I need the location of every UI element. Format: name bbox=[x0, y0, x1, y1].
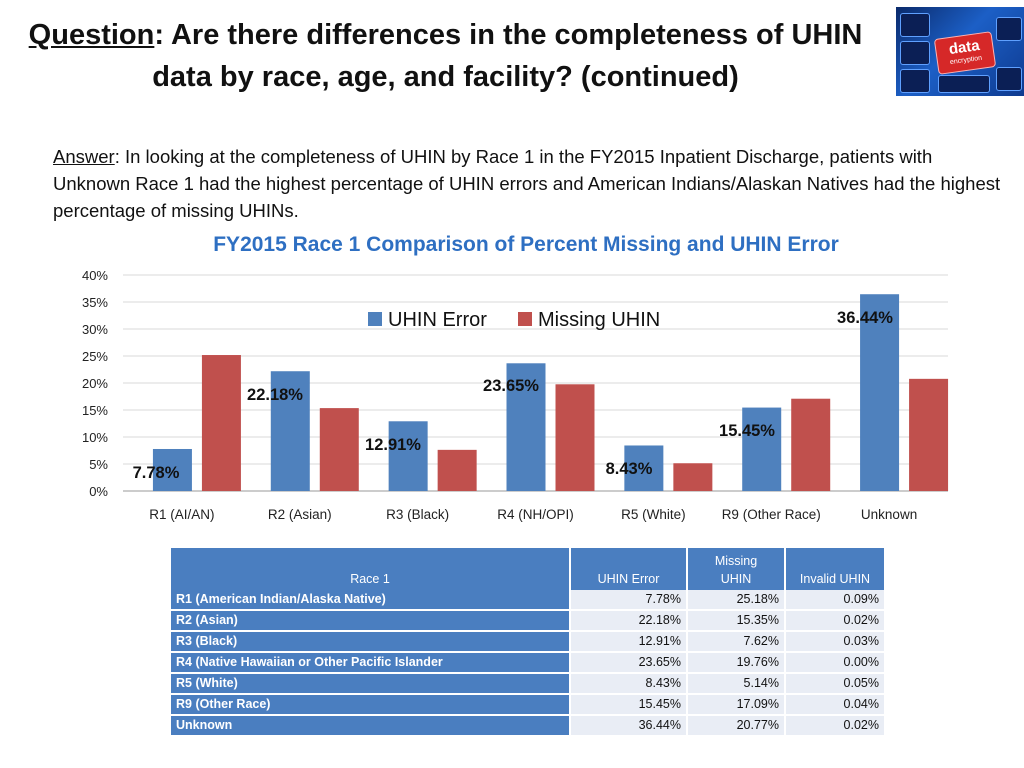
data-key: data encryption bbox=[933, 31, 997, 75]
y-tick-label: 35% bbox=[82, 295, 108, 310]
data-label: 22.18% bbox=[247, 386, 303, 404]
row-label: R2 (Asian) bbox=[171, 610, 571, 632]
legend-swatch bbox=[518, 312, 532, 326]
answer-paragraph: Answer: In looking at the completeness o… bbox=[53, 143, 1003, 224]
y-tick-label: 15% bbox=[82, 403, 108, 418]
bar-chart: 0% 5% 10% 15% 20% 25% 30% 35% 40% R1 (AI/AN) R2 (A… bbox=[82, 268, 949, 522]
row-uhin-error: 12.91% bbox=[570, 631, 688, 653]
y-tick-label: 5% bbox=[89, 457, 108, 472]
question-text: : Are there differences in the completen… bbox=[152, 19, 863, 93]
row-missing: 25.18% bbox=[687, 590, 786, 611]
data-label: 36.44% bbox=[837, 309, 893, 327]
row-invalid: 0.03% bbox=[785, 631, 884, 653]
header-invalid-uhin: Invalid UHIN bbox=[785, 548, 884, 590]
chart-title: FY2015 Race 1 Comparison of Percent Miss… bbox=[213, 233, 839, 256]
table-row: R3 (Black) 12.91% 7.62% 0.03% bbox=[171, 631, 884, 653]
bar bbox=[673, 463, 713, 491]
bar bbox=[909, 378, 949, 491]
row-uhin-error: 8.43% bbox=[570, 673, 688, 695]
header-missing-line1: Missing bbox=[714, 554, 758, 568]
row-invalid: 0.00% bbox=[785, 652, 884, 674]
bar bbox=[555, 384, 595, 491]
x-tick-label: R9 (Other Race) bbox=[722, 507, 821, 522]
table-row: Unknown 36.44% 20.77% 0.02% bbox=[171, 715, 884, 737]
data-table: Race 1 UHIN Error Missing UHIN Invalid U… bbox=[171, 548, 884, 737]
x-tick-label: R5 (White) bbox=[621, 507, 686, 522]
row-invalid: 0.02% bbox=[785, 715, 884, 737]
bar bbox=[270, 371, 310, 491]
y-tick-label: 10% bbox=[82, 430, 108, 445]
bar bbox=[437, 449, 477, 491]
data-label: 12.91% bbox=[365, 436, 421, 454]
row-label: R4 (Native Hawaiian or Other Pacific Isl… bbox=[171, 652, 571, 674]
table-row: R5 (White) 8.43% 5.14% 0.05% bbox=[171, 673, 884, 695]
data-label: 7.78% bbox=[133, 464, 180, 482]
legend-label: UHIN Error bbox=[388, 309, 487, 331]
data-label: 23.65% bbox=[483, 377, 539, 395]
row-label: R1 (American Indian/Alaska Native) bbox=[171, 590, 571, 611]
header-missing-line2: UHIN bbox=[720, 572, 752, 586]
y-tick-label: 25% bbox=[82, 349, 108, 364]
row-uhin-error: 23.65% bbox=[570, 652, 688, 674]
bar bbox=[791, 398, 831, 491]
row-uhin-error: 36.44% bbox=[570, 715, 688, 737]
table-row: R1 (American Indian/Alaska Native) 7.78%… bbox=[171, 590, 884, 611]
y-tick-label: 20% bbox=[82, 376, 108, 391]
row-missing: 20.77% bbox=[687, 715, 786, 737]
table-row: R2 (Asian) 22.18% 15.35% 0.02% bbox=[171, 610, 884, 632]
row-invalid: 0.04% bbox=[785, 694, 884, 716]
header-uhin-error: UHIN Error bbox=[570, 548, 688, 590]
x-tick-label: R1 (AI/AN) bbox=[149, 507, 214, 522]
bar bbox=[742, 407, 782, 491]
row-label: R5 (White) bbox=[171, 673, 571, 695]
table-row: R9 (Other Race) 15.45% 17.09% 0.04% bbox=[171, 694, 884, 716]
header-missing-uhin: Missing UHIN bbox=[687, 548, 786, 590]
row-uhin-error: 7.78% bbox=[570, 590, 688, 611]
header-race: Race 1 bbox=[171, 548, 571, 590]
bar bbox=[860, 294, 900, 491]
row-missing: 5.14% bbox=[687, 673, 786, 695]
x-tick-label: R2 (Asian) bbox=[268, 507, 332, 522]
row-missing: 7.62% bbox=[687, 631, 786, 653]
x-tick-label: R3 (Black) bbox=[386, 507, 449, 522]
bar bbox=[201, 355, 241, 491]
data-encryption-keyboard-icon: data encryption bbox=[896, 7, 1024, 96]
answer-label: Answer bbox=[53, 146, 115, 167]
data-label: 8.43% bbox=[606, 460, 653, 478]
row-label: Unknown bbox=[171, 715, 571, 737]
legend-swatch bbox=[368, 312, 382, 326]
table-header-row: Race 1 UHIN Error Missing UHIN Invalid U… bbox=[171, 548, 884, 590]
row-invalid: 0.05% bbox=[785, 673, 884, 695]
answer-text: : In looking at the completeness of UHIN… bbox=[53, 146, 1001, 221]
x-tick-label: Unknown bbox=[861, 507, 917, 522]
slide-title: Question: Are there differences in the c… bbox=[8, 14, 883, 98]
legend-label: Missing UHIN bbox=[538, 309, 660, 331]
data-label: 15.45% bbox=[719, 422, 775, 440]
row-uhin-error: 15.45% bbox=[570, 694, 688, 716]
y-tick-label: 0% bbox=[89, 484, 108, 499]
table-row: R4 (Native Hawaiian or Other Pacific Isl… bbox=[171, 652, 884, 674]
row-missing: 19.76% bbox=[687, 652, 786, 674]
row-label: R3 (Black) bbox=[171, 631, 571, 653]
row-uhin-error: 22.18% bbox=[570, 610, 688, 632]
bar bbox=[506, 363, 546, 491]
x-tick-label: R4 (NH/OPI) bbox=[497, 507, 574, 522]
bar bbox=[152, 448, 192, 491]
bar bbox=[388, 421, 428, 491]
bar bbox=[319, 408, 359, 491]
row-missing: 15.35% bbox=[687, 610, 786, 632]
bar bbox=[624, 445, 664, 491]
row-missing: 17.09% bbox=[687, 694, 786, 716]
y-tick-label: 30% bbox=[82, 322, 108, 337]
row-label: R9 (Other Race) bbox=[171, 694, 571, 716]
y-tick-label: 40% bbox=[82, 268, 108, 283]
question-label: Question bbox=[28, 19, 155, 51]
row-invalid: 0.09% bbox=[785, 590, 884, 611]
row-invalid: 0.02% bbox=[785, 610, 884, 632]
